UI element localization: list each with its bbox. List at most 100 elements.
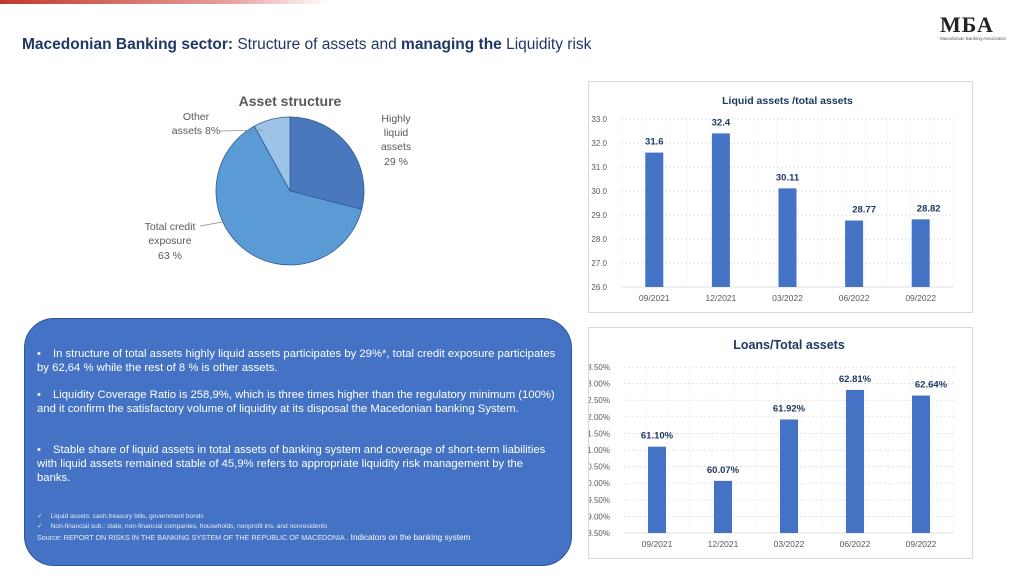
bar-09-2022 bbox=[912, 395, 930, 533]
key-findings-box: • In structure of total assets highly liq… bbox=[24, 318, 572, 566]
x-tick-label: 09/2021 bbox=[642, 539, 673, 549]
bar-09-2021 bbox=[648, 446, 666, 533]
source-note: Source: REPORT ON RISKS IN THE BANKING S… bbox=[37, 533, 470, 542]
check-icon: ✓ bbox=[37, 523, 43, 530]
x-tick-label: 12/2021 bbox=[706, 293, 737, 303]
pie-label-credit-3: 63 % bbox=[158, 250, 182, 262]
title-part-4: Liquidity risk bbox=[501, 36, 592, 53]
y-tick-label: 30.0 bbox=[591, 187, 607, 196]
liquid-assets-bar-chart: Liquid assets /total assets 26.0 27.0 28.0 2… bbox=[591, 95, 955, 303]
bullet-dot: • bbox=[37, 348, 41, 360]
pie-label-liquid-3: assets bbox=[381, 141, 411, 153]
footnote-2-text: Non-financial sub.: state, non-financial… bbox=[50, 523, 328, 530]
loans-chart-panel: Loans/Total assets 58.50% 59.00% 59.50% 60.0… bbox=[583, 327, 973, 559]
top-accent-bar bbox=[0, 0, 330, 4]
title-part-2: Structure of assets and bbox=[233, 36, 402, 53]
data-label: 32.4 bbox=[712, 117, 731, 128]
bar-06-2022 bbox=[845, 220, 864, 287]
x-tick-label: 09/2021 bbox=[639, 293, 670, 303]
data-label: 28.82 bbox=[917, 203, 941, 214]
x-tick-label: 06/2022 bbox=[840, 539, 871, 549]
page-title: Macedonian Banking sector: Structure of … bbox=[22, 36, 591, 54]
bar-03-2022 bbox=[778, 188, 797, 287]
y-tick-label: 27.0 bbox=[591, 259, 607, 268]
title-part-1: Macedonian Banking sector: bbox=[22, 36, 234, 53]
x-tick-label: 03/2022 bbox=[772, 293, 803, 303]
x-tick-label: 09/2022 bbox=[906, 539, 937, 549]
x-tick-label: 09/2022 bbox=[905, 293, 936, 303]
bullet-dot: • bbox=[37, 389, 41, 401]
pie-label-other-2: assets 8% bbox=[172, 125, 220, 137]
y-tick-label: 31.0 bbox=[591, 163, 607, 172]
data-label: 31.6 bbox=[645, 137, 664, 148]
finding-1-text: In structure of total assets highly liqu… bbox=[37, 348, 556, 374]
chart-title: Liquid assets /total assets bbox=[722, 95, 853, 107]
y-tick-label: 63.00% bbox=[589, 380, 610, 389]
footnote-non-financial: ✓ Non-financial sub.: state, non-financia… bbox=[37, 522, 327, 530]
bar-09-2021 bbox=[645, 152, 664, 287]
pie-chart-title: Asset structure bbox=[239, 93, 342, 109]
footnote-liquid-assets: ✓ Liquid assets: cash,treasury bills, gov… bbox=[37, 512, 204, 520]
x-tick-label: 03/2022 bbox=[774, 539, 805, 549]
pie-label-liquid-4: 29 % bbox=[384, 156, 408, 168]
pie-label-credit-1: Total credit bbox=[145, 221, 196, 233]
y-tick-label: 61.50% bbox=[589, 429, 610, 438]
other-leader-line bbox=[219, 129, 264, 132]
logo-mark: МБА bbox=[940, 12, 994, 37]
y-tick-label: 58.50% bbox=[589, 529, 610, 538]
source-link[interactable]: Indicators on the banking system bbox=[348, 533, 471, 542]
pie-slice-total-credit bbox=[215, 125, 363, 266]
data-label: 61.92% bbox=[773, 403, 806, 414]
pie-label-credit-2: exposure bbox=[148, 235, 191, 247]
y-tick-label: 59.00% bbox=[589, 512, 610, 521]
y-tick-label: 61.00% bbox=[589, 446, 610, 455]
data-label: 61.10% bbox=[641, 431, 674, 442]
pie-slice-highly-liquid bbox=[289, 116, 365, 210]
bar-03-2022 bbox=[780, 419, 798, 533]
bar-12-2021 bbox=[711, 133, 730, 287]
y-tick-label: 62.50% bbox=[589, 396, 610, 405]
y-tick-label: 60.50% bbox=[589, 463, 610, 472]
finding-2: • Liquidity Coverage Ratio is 258,9%, whi… bbox=[37, 388, 557, 416]
y-tick-label: 32.0 bbox=[591, 139, 607, 148]
y-tick-label: 63.50% bbox=[589, 363, 610, 372]
source-text: Source: REPORT ON RISKS IN THE BANKING S… bbox=[37, 533, 349, 542]
pie-slice-other bbox=[253, 116, 291, 192]
pie-label-liquid-2: liquid bbox=[384, 127, 409, 139]
data-label: 30.11 bbox=[776, 172, 800, 183]
data-label: 62.81% bbox=[839, 374, 872, 385]
pie-label-other-1: Other bbox=[183, 111, 210, 123]
title-part-3: managing the bbox=[401, 36, 502, 53]
y-tick-label: 29.0 bbox=[591, 211, 607, 220]
finding-3: • Stable share of liquid assets in total … bbox=[37, 443, 557, 485]
pie-slices bbox=[215, 116, 365, 266]
y-tick-label: 59.50% bbox=[589, 496, 610, 505]
liquid-assets-chart-panel: Liquid assets /total assets 26.0 27.0 28.0 2… bbox=[588, 81, 973, 313]
asset-structure-pie-chart: Asset structure Other assets 8% Highly l… bbox=[145, 93, 411, 266]
logo-subtitle: Macedonian Banking Association bbox=[940, 36, 1007, 41]
x-tick-label: 06/2022 bbox=[839, 293, 870, 303]
y-tick-label: 26.0 bbox=[591, 283, 607, 292]
y-tick-label: 62.00% bbox=[589, 413, 610, 422]
bullet-dot: • bbox=[37, 444, 41, 456]
finding-1: • In structure of total assets highly liq… bbox=[37, 347, 557, 375]
data-label: 62.64% bbox=[915, 380, 948, 391]
x-tick-label: 12/2021 bbox=[708, 539, 739, 549]
credit-leader-line bbox=[199, 220, 229, 227]
y-tick-label: 33.0 bbox=[591, 115, 607, 124]
mba-logo: МБА Macedonian Banking Association bbox=[940, 14, 1006, 50]
finding-3-text: Stable share of liquid assets in total a… bbox=[37, 444, 546, 484]
check-icon: ✓ bbox=[37, 513, 43, 520]
y-tick-label: 60.00% bbox=[589, 479, 610, 488]
chart-title: Loans/Total assets bbox=[733, 338, 845, 352]
data-label: 60.07% bbox=[707, 465, 740, 476]
pie-label-liquid-1: Highly bbox=[381, 113, 411, 125]
bar-06-2022 bbox=[846, 389, 864, 533]
finding-2-text: Liquidity Coverage Ratio is 258,9%, whic… bbox=[37, 389, 555, 415]
y-tick-label: 28.0 bbox=[591, 235, 607, 244]
loans-total-assets-bar-chart: Loans/Total assets 58.50% 59.00% 59.50% 60.0… bbox=[583, 338, 955, 549]
bar-09-2022 bbox=[911, 219, 930, 287]
bar-12-2021 bbox=[714, 480, 732, 533]
footnote-1-text: Liquid assets: cash,treasury bills, gove… bbox=[50, 513, 204, 520]
data-label: 28.77 bbox=[852, 205, 876, 216]
